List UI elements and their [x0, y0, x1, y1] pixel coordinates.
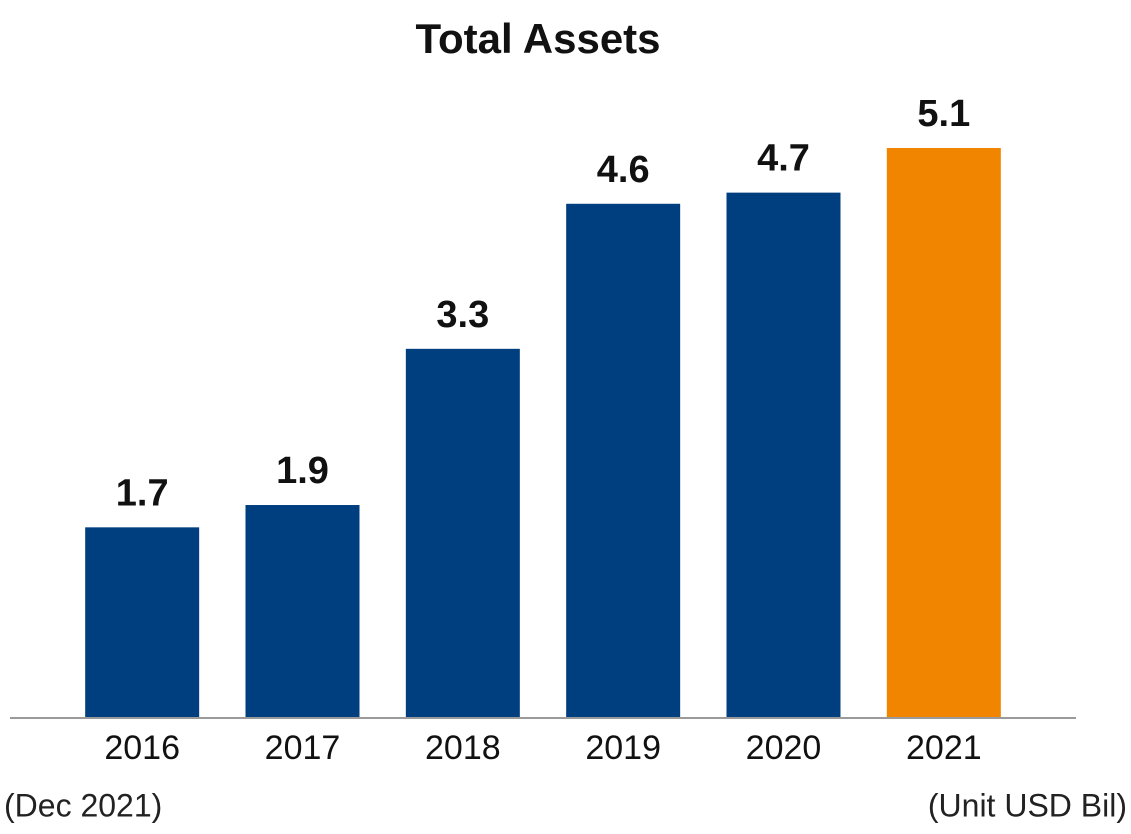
bar	[726, 192, 841, 718]
annotation: (Unit USD Bil)	[928, 787, 1127, 823]
data-label: 4.7	[757, 138, 810, 180]
x-tick-label: 2018	[425, 729, 501, 767]
chart-title: Total Assets	[415, 15, 660, 62]
x-tick-label: 2020	[746, 729, 822, 767]
annotation: (Dec 2021)	[4, 787, 162, 823]
bar	[245, 505, 360, 717]
data-label: 3.3	[436, 294, 489, 336]
bar	[886, 148, 1001, 717]
data-label: 1.9	[276, 450, 329, 492]
bar	[85, 527, 200, 717]
data-label: 5.1	[917, 93, 970, 135]
x-tick-label: 2021	[906, 729, 982, 767]
data-label: 4.6	[597, 149, 650, 191]
data-label: 1.7	[116, 472, 169, 514]
x-tick-label: 2017	[265, 729, 341, 767]
bar	[405, 348, 520, 717]
bar	[566, 203, 681, 718]
x-tick-label: 2019	[585, 729, 661, 767]
x-tick-label: 2016	[104, 729, 180, 767]
